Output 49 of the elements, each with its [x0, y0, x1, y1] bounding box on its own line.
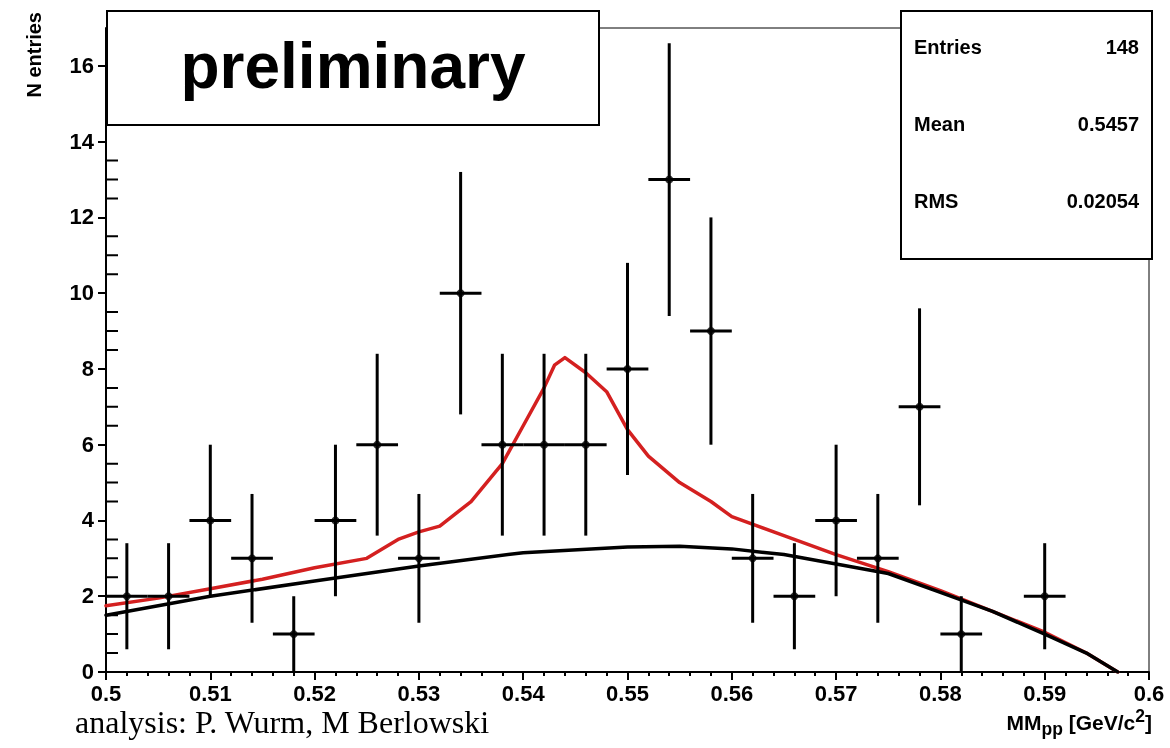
x-tick-label: 0.56: [710, 680, 754, 706]
point: [790, 592, 799, 601]
x-tick-label: 0.53: [397, 680, 441, 706]
point: [748, 554, 757, 563]
y-tick-label: 16: [69, 52, 94, 78]
x-tick-label: 0.57: [814, 680, 858, 706]
point: [248, 554, 257, 563]
y-tick-label: 10: [69, 280, 94, 306]
y-tick-label: 8: [81, 355, 94, 381]
point: [873, 554, 882, 563]
point: [706, 327, 715, 336]
y-tick-label: 12: [69, 204, 94, 230]
point: [581, 440, 590, 449]
y-tick-label: 4: [81, 507, 94, 533]
x-axis-title: MM$_{pp}$ [GeV/c$^{2}$]: [1006, 706, 1152, 741]
x-tick-label: 0.51: [188, 680, 232, 706]
point: [289, 630, 298, 639]
point: [122, 592, 131, 601]
annotation: Entries: [914, 36, 982, 59]
x-tick-label: 0.58: [918, 680, 962, 706]
annotation: RMS: [914, 190, 959, 213]
annotation: 0.5457: [1077, 113, 1139, 136]
point: [373, 440, 382, 449]
point: [414, 554, 423, 563]
y-tick-label: 14: [69, 128, 94, 154]
point: [540, 440, 549, 449]
point: [957, 630, 966, 639]
annotation: 0.02054: [1066, 190, 1139, 213]
y-tick-label: 2: [81, 583, 94, 609]
point: [623, 364, 632, 373]
text: analysis: P. Wurm, M Berlowski: [75, 704, 490, 741]
point: [206, 516, 215, 525]
x-tick-label: 0.59: [1023, 680, 1067, 706]
annotation: 148: [1105, 36, 1139, 59]
annotation: Mean: [914, 113, 966, 136]
point: [1040, 592, 1049, 601]
y-axis-title: N entries: [23, 12, 45, 98]
point: [915, 402, 924, 411]
x-tick-label: 0.55: [606, 680, 649, 706]
x-tick-label: 0.54: [501, 680, 546, 706]
y-tick-label: 6: [81, 431, 94, 457]
point: [665, 175, 674, 184]
point: [164, 592, 173, 601]
point: [331, 516, 340, 525]
point: [498, 440, 507, 449]
point: [832, 516, 841, 525]
x-tick-label: 0.6: [1133, 680, 1165, 706]
point: [456, 289, 465, 298]
x-tick-label: 0.52: [293, 680, 337, 706]
